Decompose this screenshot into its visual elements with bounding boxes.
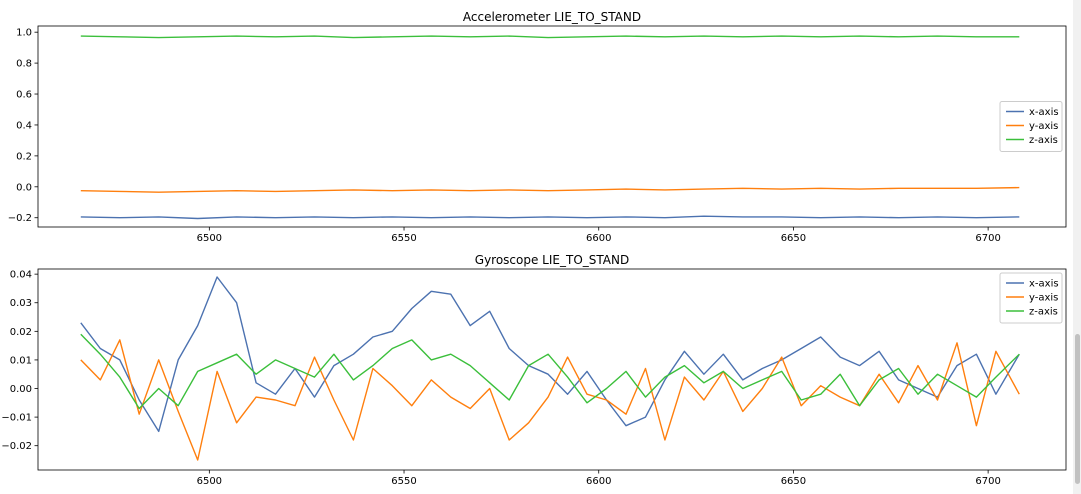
- x-tick-label: 6500: [197, 233, 222, 244]
- x-tick-label: 6500: [197, 476, 222, 487]
- legend-label: x-axis: [1029, 279, 1059, 290]
- chart-1: Gyroscope LIE_TO_STAND 6500 6550 6600 6650 67…: [1, 253, 1067, 487]
- y-tick-label: 0.6: [16, 90, 32, 101]
- chart-title: Gyroscope LIE_TO_STAND: [475, 253, 629, 267]
- series-line-x-axis: [80, 215, 1020, 220]
- y-tick-label: 0.04: [10, 270, 32, 281]
- plot-area-frame: [37, 25, 1067, 228]
- chart-title: Accelerometer LIE_TO_STAND: [463, 10, 641, 24]
- y-tick-label: 1.0: [16, 28, 32, 39]
- x-tick-label: 6600: [586, 233, 611, 244]
- legend-label: y-axis: [1029, 121, 1058, 132]
- series-line-x-axis: [80, 276, 1020, 433]
- y-tick-label: −0.2: [8, 213, 32, 224]
- scrollbar-track[interactable]: [1073, 0, 1081, 494]
- y-tick-label: 0.03: [10, 298, 32, 309]
- y-tick-label: 0.0: [16, 182, 32, 193]
- legend: x-axis y-axis z-axis: [999, 272, 1063, 324]
- y-tick-label: 0.2: [16, 151, 32, 162]
- x-tick-label: 6700: [975, 476, 1000, 487]
- legend-label: z-axis: [1029, 307, 1058, 318]
- legend-label: y-axis: [1029, 293, 1058, 304]
- y-tick-label: −0.02: [1, 441, 32, 452]
- x-tick-label: 6600: [586, 476, 611, 487]
- x-tick-label: 6550: [391, 476, 416, 487]
- scrollbar-thumb[interactable]: [1075, 334, 1080, 484]
- series-line-y-axis: [80, 339, 1020, 461]
- x-tick-label: 6550: [391, 233, 416, 244]
- legend-label: x-axis: [1029, 107, 1059, 118]
- y-tick-label: 0.4: [16, 120, 32, 131]
- series-line-z-axis: [80, 333, 1020, 410]
- y-tick-label: −0.01: [1, 413, 32, 424]
- series-line-y-axis: [80, 186, 1020, 193]
- y-tick-label: 0.02: [10, 327, 32, 338]
- plot-area-frame: [37, 268, 1067, 471]
- legend: x-axis y-axis z-axis: [999, 101, 1063, 152]
- y-tick-label: 0.01: [10, 355, 32, 366]
- x-tick-label: 6700: [975, 233, 1000, 244]
- chart-0: Accelerometer LIE_TO_STAND 6500 6550 6600 66…: [8, 10, 1067, 244]
- x-tick-label: 6650: [781, 476, 806, 487]
- y-tick-label: 0.00: [10, 384, 32, 395]
- series-line-z-axis: [80, 35, 1020, 39]
- y-tick-label: 0.8: [16, 59, 32, 70]
- legend-label: z-axis: [1029, 135, 1058, 146]
- x-tick-label: 6650: [781, 233, 806, 244]
